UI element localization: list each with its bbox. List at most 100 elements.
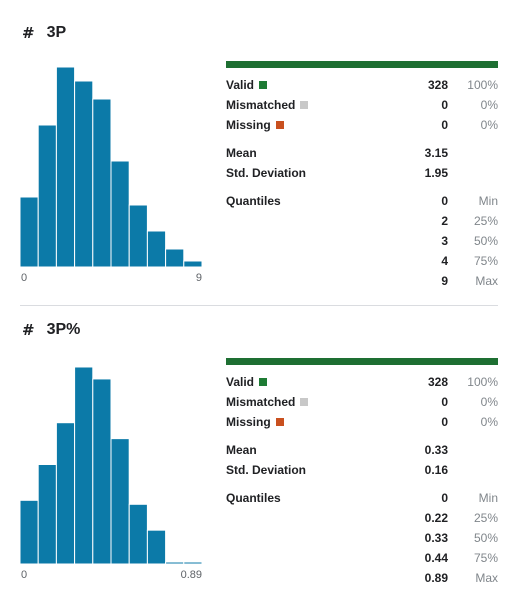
histogram-bar[interactable] — [183, 561, 202, 564]
quantile-label: Min — [478, 194, 498, 208]
missing-count: 0 — [441, 415, 448, 429]
mean-value: 3.15 — [424, 146, 448, 160]
histogram-chart — [20, 366, 202, 565]
valid-label: Valid — [226, 375, 255, 389]
mismatched-swatch — [300, 398, 309, 406]
column-header: # 3P% — [22, 321, 80, 339]
quantile-label: 25% — [473, 214, 498, 228]
quantile-label: 25% — [473, 511, 498, 525]
mean-row: Mean 3.15 — [226, 146, 498, 162]
valid-bar — [226, 61, 498, 68]
column-header: # 3P — [22, 24, 66, 42]
valid-swatch — [259, 378, 268, 386]
histogram-bar[interactable] — [128, 503, 148, 564]
quantile-label: 75% — [473, 551, 498, 565]
histogram — [20, 64, 202, 267]
histogram-bar[interactable] — [146, 230, 167, 267]
quantile-label: Max — [475, 274, 498, 288]
histogram-bar[interactable] — [37, 464, 57, 565]
quantile-value: 0 — [441, 491, 448, 505]
missing-swatch — [275, 121, 284, 129]
mismatched-swatch — [300, 101, 309, 109]
quantile-label: 75% — [473, 254, 498, 268]
missing-row: Missing 0 0% — [226, 118, 498, 134]
quantiles-label: Quantiles — [226, 194, 281, 208]
missing-label: Missing — [226, 415, 271, 429]
mismatched-row: Mismatched 0 0% — [226, 395, 498, 411]
quantile-row-max: 9 Max — [226, 274, 498, 290]
quantile-row-25: 2 25% — [226, 214, 498, 230]
missing-percent: 0% — [480, 118, 498, 132]
histogram-bar[interactable] — [74, 366, 94, 564]
quantile-row-50: 3 50% — [226, 234, 498, 250]
quantile-label: 50% — [473, 531, 498, 545]
valid-label: Valid — [226, 78, 255, 92]
quantile-value: 9 — [441, 274, 448, 288]
histogram-bar[interactable] — [55, 422, 76, 564]
histogram-max-label: 0.89 — [180, 569, 202, 581]
mean-label: Mean — [226, 443, 257, 457]
histogram-bar[interactable] — [92, 98, 112, 267]
quantile-row-min: Quantiles 0 Min — [226, 491, 498, 507]
mean-label: Mean — [226, 146, 257, 160]
quantile-value: 2 — [441, 214, 448, 228]
histogram — [20, 362, 202, 564]
histogram-bar[interactable] — [165, 248, 185, 267]
quantile-value: 4 — [441, 254, 448, 268]
missing-label: Missing — [226, 118, 271, 132]
quantile-row-min: Quantiles 0 Min — [226, 194, 498, 210]
quantile-value: 3 — [441, 234, 448, 248]
histogram-bar[interactable] — [74, 80, 94, 267]
hash-icon: # — [22, 321, 35, 339]
valid-count: 328 — [427, 78, 448, 92]
histogram-bar[interactable] — [110, 438, 130, 564]
mean-value: 0.33 — [424, 443, 448, 457]
quantile-value: 0.89 — [424, 571, 448, 585]
column-name: 3P — [46, 24, 67, 41]
column-name: 3P% — [46, 321, 81, 338]
quantiles-label: Quantiles — [226, 491, 281, 505]
valid-bar — [226, 358, 498, 365]
valid-percent: 100% — [467, 78, 498, 92]
quantile-row-50: 0.33 50% — [226, 531, 498, 547]
quantile-value: 0.22 — [424, 511, 448, 525]
valid-count: 328 — [427, 375, 448, 389]
histogram-bar[interactable] — [110, 160, 130, 267]
mismatched-label: Mismatched — [226, 395, 296, 409]
valid-row: Valid 328 100% — [226, 375, 498, 391]
quantile-row-max: 0.89 Max — [226, 571, 498, 587]
histogram-bar[interactable] — [55, 66, 76, 267]
quantile-value: 0 — [441, 194, 448, 208]
quantile-label: Min — [478, 491, 498, 505]
histogram-bar[interactable] — [183, 260, 202, 267]
mismatched-row: Mismatched 0 0% — [226, 98, 498, 114]
mean-row: Mean 0.33 — [226, 443, 498, 459]
quantile-label: Max — [475, 571, 498, 585]
histogram-bar[interactable] — [128, 204, 148, 267]
mismatched-count: 0 — [441, 98, 448, 112]
std-value: 1.95 — [424, 166, 448, 180]
mismatched-percent: 0% — [480, 395, 498, 409]
quantile-row-75: 0.44 75% — [226, 551, 498, 567]
histogram-bar[interactable] — [37, 124, 57, 267]
mismatched-count: 0 — [441, 395, 448, 409]
histogram-bar[interactable] — [92, 378, 112, 564]
quantile-label: 50% — [473, 234, 498, 248]
std-row: Std. Deviation 1.95 — [226, 166, 498, 182]
missing-percent: 0% — [480, 415, 498, 429]
histogram-min-label: 0 — [21, 272, 28, 284]
histogram-bar[interactable] — [165, 561, 185, 564]
hash-icon: # — [22, 24, 35, 42]
histogram-chart — [20, 66, 202, 267]
histogram-bar[interactable] — [20, 196, 39, 267]
mismatched-label: Mismatched — [226, 98, 296, 112]
missing-row: Missing 0 0% — [226, 415, 498, 431]
valid-swatch — [259, 81, 268, 89]
std-value: 0.16 — [424, 463, 448, 477]
std-row: Std. Deviation 0.16 — [226, 463, 498, 479]
missing-swatch — [275, 418, 284, 426]
stats-panel: Valid 328 100% Mismatched 0 0% Missing 0… — [226, 61, 498, 291]
histogram-bar[interactable] — [146, 529, 167, 564]
mismatched-percent: 0% — [480, 98, 498, 112]
histogram-bar[interactable] — [20, 499, 39, 564]
